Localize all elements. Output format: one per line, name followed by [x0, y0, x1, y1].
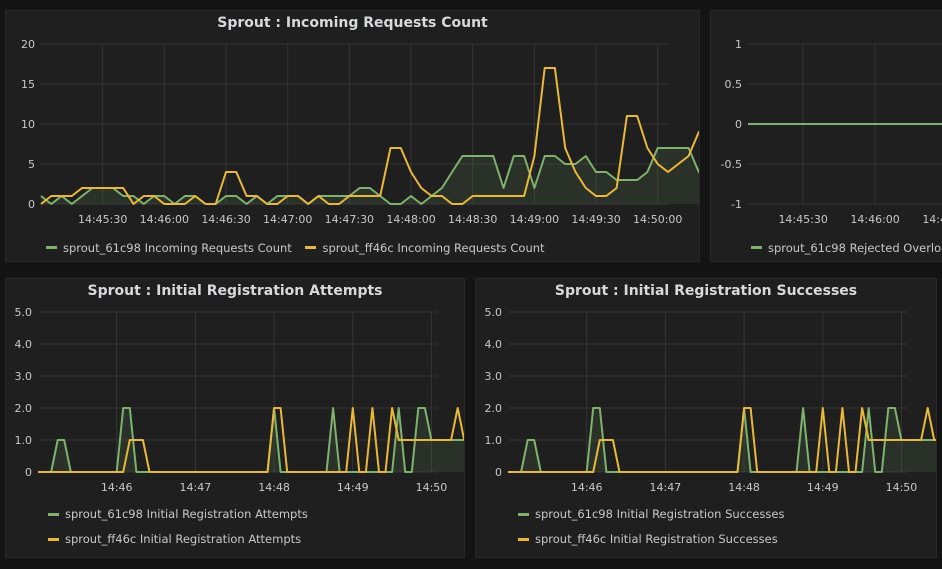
- x-tick-label: 14:50: [416, 481, 448, 494]
- y-tick-label: 10: [21, 118, 35, 131]
- panel-rejected: -1 -0.5 0 0.5 1 14:45:30 14:46:00 14:46:30 spro…: [710, 10, 942, 262]
- legend-label: sprout_ff46c Incoming Requests Count: [322, 240, 545, 255]
- y-tick-label: 20: [21, 38, 35, 51]
- legend-item-b[interactable]: sprout_ff46c Initial Registration Succes…: [518, 532, 784, 546]
- chart-incoming-requests: 0 5 10 15 20 14:45:30 14:46:00 14:46:30 14:47:00…: [21, 38, 699, 226]
- y-tick-label: 5.0: [485, 306, 503, 319]
- x-tick-label: 14:49: [807, 481, 839, 494]
- x-tick-label: 14:47:30: [325, 213, 374, 226]
- y-tick-label: 0.5: [725, 78, 743, 91]
- x-tick-label: 14:50: [886, 481, 918, 494]
- y-tick-label: 2.0: [485, 402, 503, 415]
- series-area: [41, 148, 699, 204]
- panel-title[interactable]: Sprout : Initial Registration Successes: [554, 283, 858, 299]
- x-tick-label: 14:46:30: [201, 213, 250, 226]
- legend-swatch: [518, 537, 529, 541]
- legend-item-a[interactable]: sprout_61c98 Rejected Overloa: [751, 241, 942, 255]
- x-tick-label: 14:50:00: [633, 213, 682, 226]
- y-tick-label: -0.5: [721, 158, 742, 171]
- y-tick-label: 15: [21, 78, 35, 91]
- legend-swatch: [751, 246, 762, 249]
- y-tick-label: 0: [28, 198, 35, 211]
- y-tick-label: 0: [495, 466, 502, 479]
- legend-swatch: [305, 246, 317, 249]
- legend-item-a[interactable]: sprout_61c98 Initial Registration Succes…: [518, 507, 784, 521]
- legend: sprout_61c98 Incoming Requests Count spr…: [46, 238, 555, 255]
- y-tick-label: 0: [735, 118, 742, 131]
- legend-item-a[interactable]: sprout_61c98 Initial Registration Attemp…: [48, 507, 308, 521]
- y-tick-label: 1: [735, 38, 742, 51]
- chart-registration-successes: 0 1.0 2.0 3.0 4.0 5.0 14:46 14:47 14:48 14:49 14:5…: [485, 306, 936, 494]
- panel-title[interactable]: Sprout : Initial Registration Attempts: [87, 283, 383, 299]
- series-line: [508, 407, 936, 473]
- y-tick-label: 4.0: [485, 338, 503, 351]
- legend-label: sprout_61c98 Initial Registration Succes…: [535, 507, 785, 521]
- x-tick-label: 14:46:00: [850, 213, 899, 226]
- legend-label: sprout_61c98 Initial Registration Attemp…: [65, 507, 308, 521]
- y-tick-label: 5.0: [15, 306, 33, 319]
- legend-swatch: [48, 512, 59, 516]
- x-tick-label: 14:46: [571, 481, 603, 494]
- y-tick-label: 3.0: [485, 370, 503, 383]
- legend-item-b[interactable]: sprout_ff46c Incoming Requests Count: [305, 240, 545, 255]
- y-tick-label: -1: [731, 198, 742, 211]
- x-tick-label: 14:46:30: [922, 213, 942, 226]
- legend-swatch: [46, 246, 57, 249]
- y-tick-label: 1.0: [485, 434, 503, 447]
- x-tick-label: 14:48: [258, 481, 290, 494]
- legend-item-a[interactable]: sprout_61c98 Incoming Requests Count: [46, 241, 292, 255]
- legend-label: sprout_ff46c Initial Registration Attemp…: [65, 532, 302, 546]
- series-line: [40, 147, 699, 205]
- series-area: [38, 408, 464, 472]
- x-tick-label: 14:45:30: [78, 213, 127, 226]
- x-tick-label: 14:48:00: [386, 213, 435, 226]
- panel-registration-attempts: Sprout : Initial Registration Attempts 0…: [5, 278, 465, 558]
- legend-item-b[interactable]: sprout_ff46c Initial Registration Attemp…: [48, 532, 308, 546]
- x-tick-label: 14:47:00: [263, 213, 312, 226]
- series-line: [40, 67, 699, 205]
- y-tick-label: 5: [28, 158, 35, 171]
- x-tick-label: 14:46: [101, 481, 133, 494]
- legend: sprout_61c98 Initial Registration Succes…: [518, 507, 794, 557]
- x-tick-label: 14:49: [337, 481, 369, 494]
- y-tick-label: 2.0: [15, 402, 33, 415]
- x-tick-label: 14:45:30: [778, 213, 827, 226]
- x-tick-label: 14:48: [728, 481, 760, 494]
- x-tick-label: 14:47: [650, 481, 682, 494]
- y-tick-label: 3.0: [15, 370, 33, 383]
- x-tick-label: 14:49:30: [571, 213, 620, 226]
- legend-label: sprout_61c98 Incoming Requests Count: [63, 240, 292, 255]
- y-tick-label: 4.0: [15, 338, 33, 351]
- legend-swatch: [48, 537, 59, 541]
- legend-label: sprout_61c98 Rejected Overloa: [768, 240, 942, 255]
- series-area: [508, 408, 936, 472]
- x-tick-label: 14:49:00: [510, 213, 559, 226]
- legend: sprout_61c98 Rejected Overloa: [751, 238, 942, 255]
- x-tick-label: 14:48:30: [448, 213, 497, 226]
- legend-swatch: [518, 512, 529, 516]
- y-tick-label: 1.0: [15, 434, 33, 447]
- series-line: [38, 407, 464, 473]
- x-tick-label: 14:47: [180, 481, 212, 494]
- x-tick-label: 14:46:00: [140, 213, 189, 226]
- y-tick-label: 0: [25, 466, 32, 479]
- legend-label: sprout_ff46c Initial Registration Succes…: [535, 532, 778, 546]
- legend: sprout_61c98 Initial Registration Attemp…: [48, 507, 318, 557]
- chart-registration-attempts: 0 1.0 2.0 3.0 4.0 5.0 14:46 14:47 14:48 14:49 14:5…: [15, 306, 464, 494]
- chart-rejected: -1 -0.5 0 0.5 1 14:45:30 14:46:00 14:46:30: [721, 38, 942, 226]
- panel-title[interactable]: Sprout : Incoming Requests Count: [217, 15, 488, 31]
- panel-incoming-requests: Sprout : Incoming Requests Count 0 5 10 15 2…: [5, 10, 700, 262]
- panel-registration-successes: Sprout : Initial Registration Successes …: [475, 278, 937, 558]
